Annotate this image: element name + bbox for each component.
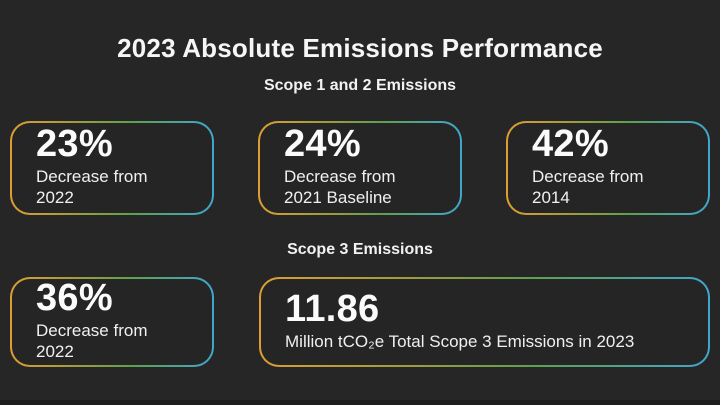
stat-card-scope12-decrease-2021-baseline: 24% Decrease from 2021 Baseline — [258, 121, 462, 215]
stat-card-scope3-decrease-2022: 36% Decrease from 2022 — [10, 277, 214, 367]
stat-row-scope-1-2: 23% Decrease from 2022 24% Decrease from… — [10, 121, 710, 215]
stat-value: 42% — [532, 123, 609, 166]
stat-value: 36% — [36, 277, 113, 320]
page-title: 2023 Absolute Emissions Performance — [117, 33, 603, 63]
stat-label: Decrease from 2022 — [36, 167, 148, 207]
stat-label: Million tCO₂e Total Scope 3 Emissions in… — [285, 331, 635, 351]
stat-card-scope3-total-emissions: 11.86 Million tCO₂e Total Scope 3 Emissi… — [259, 277, 710, 367]
stat-value: 24% — [284, 123, 361, 166]
stat-value: 23% — [36, 123, 113, 166]
stat-label: Decrease from 2021 Baseline — [284, 167, 396, 207]
stat-label: Decrease from 2022 — [36, 321, 148, 361]
bottom-edge-shadow — [0, 400, 720, 405]
stat-card-scope12-decrease-2014: 42% Decrease from 2014 — [506, 121, 710, 215]
stat-card-scope12-decrease-2022: 23% Decrease from 2022 — [10, 121, 214, 215]
stat-row-scope-3: 36% Decrease from 2022 11.86 Million tCO… — [10, 277, 710, 367]
stat-value: 11.86 — [285, 287, 380, 330]
section-label-scope-1-2: Scope 1 and 2 Emissions — [263, 77, 457, 94]
stat-label: Decrease from 2014 — [532, 167, 644, 207]
section-label-scope-3: Scope 3 Emissions — [287, 241, 433, 258]
